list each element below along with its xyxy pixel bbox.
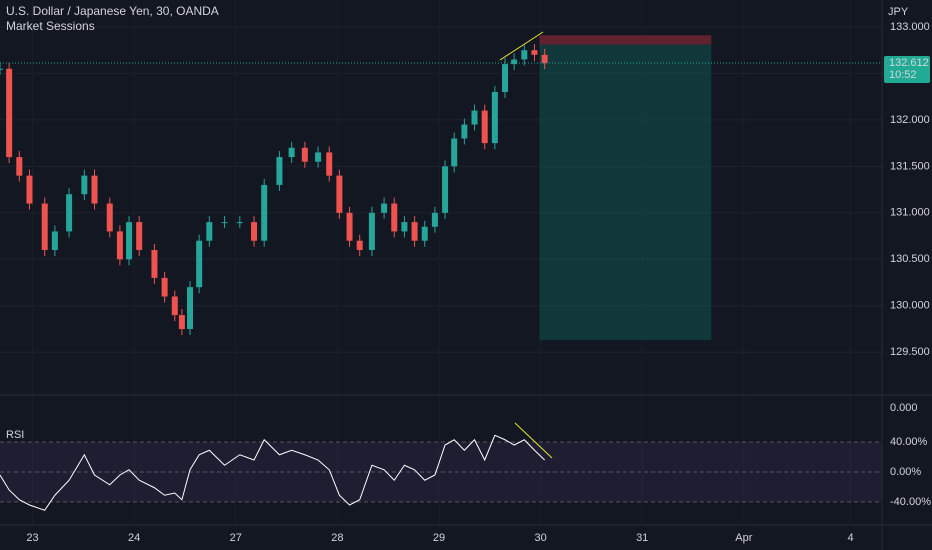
price-tick-label: 129.500 [890,346,930,358]
candle [401,222,408,232]
last-price-label: 132.612 [889,57,929,69]
indicator-name: Market Sessions [6,19,95,33]
candle [541,54,548,64]
price-tick-label: 132.000 [890,114,930,126]
countdown-label: 10:52 [889,69,917,81]
symbol-title: U.S. Dollar / Japanese Yen, 30, OANDA [6,4,219,18]
candle [356,240,363,251]
stop-zone [539,35,712,45]
time-tick-label: 27 [230,532,242,544]
candle [288,147,295,158]
candle [51,231,58,251]
rsi-tick-label: -40.00% [890,496,931,508]
candle [301,147,308,162]
candle [136,222,143,251]
candle [41,203,48,251]
time-tick-label: 31 [636,532,648,544]
candle [521,50,528,60]
candle [326,152,333,176]
rsi-tick-label: 40.00% [890,436,928,448]
time-tick-label: 23 [26,532,38,544]
price-tick-label: 131.000 [890,207,930,219]
candle [151,250,158,278]
candle [261,184,268,241]
candle [346,212,353,241]
rsi-name: RSI [6,429,24,441]
candle [336,175,343,213]
candle [196,240,203,288]
candle [411,222,418,241]
currency-label: JPY [888,6,909,18]
candle [221,222,228,224]
candle [187,287,194,330]
time-tick-label: Apr [735,532,752,544]
price-tick-label: 133.000 [890,21,930,33]
candle [251,222,258,241]
candle [126,222,133,260]
candle [16,157,23,176]
candle [442,166,449,213]
candle [421,226,428,241]
candle [178,315,185,330]
candle [368,212,375,251]
rsi-tick-label: 0.00% [890,466,921,478]
candle [66,194,73,232]
trend-line [499,31,544,61]
candle [276,157,283,185]
last-price-box [884,56,930,84]
price-tick-label: 130.000 [890,300,930,312]
time-tick-label: 24 [128,532,140,544]
time-tick-label: 30 [534,532,546,544]
candle [106,203,113,232]
candle [451,138,458,167]
candle [315,152,322,162]
candle [91,175,98,204]
candle [431,212,438,227]
rsi-trend-line [514,422,553,459]
rsi-header-label: 0.000 [890,402,918,414]
candle [0,68,3,70]
time-tick-label: 29 [433,532,445,544]
candle [491,92,498,144]
candle [206,222,213,241]
candle [26,175,33,204]
candle [236,222,243,224]
time-tick-label: 4 [847,532,853,544]
candle [471,110,478,125]
candle [531,50,538,55]
candle [502,64,509,93]
price-tick-label: 130.500 [890,253,930,265]
candle [511,59,518,65]
candle [161,277,168,297]
candle [116,231,123,260]
candle [6,68,13,158]
time-tick-label: 28 [331,532,343,544]
candle [391,203,398,232]
price-tick-label: 131.500 [890,160,930,172]
candle [381,203,388,213]
candle [81,175,88,195]
rsi-line [0,434,545,511]
target-zone [539,44,712,341]
candle [171,296,178,316]
candle [461,124,468,139]
candle [481,110,488,144]
